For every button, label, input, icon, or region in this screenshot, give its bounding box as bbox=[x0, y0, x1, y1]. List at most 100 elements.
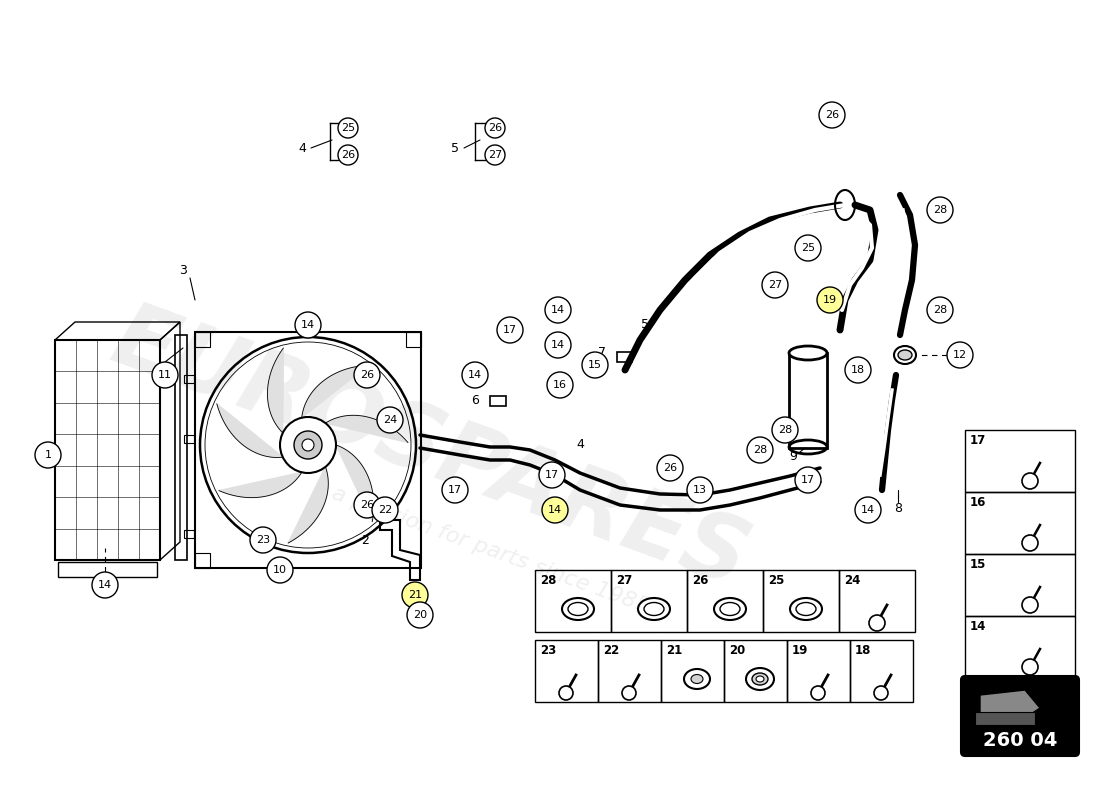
Circle shape bbox=[354, 362, 379, 388]
Ellipse shape bbox=[720, 602, 740, 615]
Text: 14: 14 bbox=[98, 580, 112, 590]
Circle shape bbox=[442, 477, 468, 503]
Circle shape bbox=[544, 297, 571, 323]
Circle shape bbox=[874, 686, 888, 700]
Text: 14: 14 bbox=[551, 305, 565, 315]
Ellipse shape bbox=[898, 350, 912, 360]
Circle shape bbox=[372, 497, 398, 523]
Circle shape bbox=[559, 686, 573, 700]
Circle shape bbox=[152, 362, 178, 388]
Text: 26: 26 bbox=[341, 150, 355, 160]
Circle shape bbox=[1022, 659, 1038, 675]
Text: 4: 4 bbox=[576, 438, 584, 450]
Circle shape bbox=[485, 118, 505, 138]
Bar bbox=[661, 640, 724, 702]
Circle shape bbox=[302, 439, 313, 451]
Text: 18: 18 bbox=[851, 365, 865, 375]
Bar bbox=[598, 640, 661, 702]
Circle shape bbox=[820, 102, 845, 128]
Ellipse shape bbox=[638, 598, 670, 620]
Text: 14: 14 bbox=[970, 619, 987, 633]
Text: 17: 17 bbox=[448, 485, 462, 495]
Polygon shape bbox=[219, 472, 301, 498]
Circle shape bbox=[621, 686, 636, 700]
Text: 260 04: 260 04 bbox=[982, 730, 1057, 750]
Text: 23: 23 bbox=[256, 535, 271, 545]
Bar bbox=[195, 553, 210, 568]
Ellipse shape bbox=[746, 668, 774, 690]
Text: 21: 21 bbox=[408, 590, 422, 600]
Text: 22: 22 bbox=[378, 505, 392, 515]
Text: 25: 25 bbox=[341, 123, 355, 133]
Bar bbox=[184, 375, 194, 383]
Ellipse shape bbox=[789, 346, 827, 360]
Circle shape bbox=[539, 462, 565, 488]
Bar bbox=[58, 562, 157, 577]
Text: a passion for parts since 1985: a passion for parts since 1985 bbox=[329, 483, 651, 617]
Text: 14: 14 bbox=[861, 505, 876, 515]
Circle shape bbox=[338, 118, 358, 138]
Text: 26: 26 bbox=[825, 110, 839, 120]
Text: 28: 28 bbox=[933, 205, 947, 215]
Bar bbox=[965, 430, 1075, 492]
Ellipse shape bbox=[752, 673, 768, 685]
Circle shape bbox=[267, 557, 293, 583]
Text: 28: 28 bbox=[778, 425, 792, 435]
Text: 27: 27 bbox=[768, 280, 782, 290]
Circle shape bbox=[497, 317, 522, 343]
FancyBboxPatch shape bbox=[961, 676, 1079, 756]
Circle shape bbox=[947, 342, 974, 368]
Text: 24: 24 bbox=[844, 574, 860, 586]
Text: 2: 2 bbox=[361, 534, 368, 546]
Circle shape bbox=[811, 686, 825, 700]
Bar bbox=[195, 332, 210, 347]
Circle shape bbox=[869, 615, 886, 631]
Circle shape bbox=[250, 527, 276, 553]
Text: 14: 14 bbox=[301, 320, 315, 330]
Bar bbox=[786, 640, 850, 702]
Polygon shape bbox=[288, 467, 328, 543]
Circle shape bbox=[544, 332, 571, 358]
Text: 12: 12 bbox=[953, 350, 967, 360]
Text: 26: 26 bbox=[663, 463, 678, 473]
Text: 17: 17 bbox=[503, 325, 517, 335]
Text: 22: 22 bbox=[603, 643, 619, 657]
Bar bbox=[789, 353, 827, 448]
Ellipse shape bbox=[684, 669, 710, 689]
Circle shape bbox=[542, 497, 568, 523]
Circle shape bbox=[485, 145, 505, 165]
Circle shape bbox=[92, 572, 118, 598]
Bar bbox=[965, 616, 1075, 678]
Circle shape bbox=[657, 455, 683, 481]
Circle shape bbox=[280, 417, 336, 473]
Circle shape bbox=[338, 145, 358, 165]
Text: 8: 8 bbox=[894, 502, 902, 514]
Bar bbox=[610, 570, 688, 632]
Circle shape bbox=[295, 312, 321, 338]
Text: 13: 13 bbox=[693, 485, 707, 495]
Text: 26: 26 bbox=[488, 123, 502, 133]
Ellipse shape bbox=[756, 676, 764, 682]
Circle shape bbox=[927, 197, 953, 223]
Text: 14: 14 bbox=[468, 370, 482, 380]
Text: 24: 24 bbox=[383, 415, 397, 425]
Bar bbox=[184, 530, 194, 538]
Bar bbox=[724, 640, 786, 702]
Text: 19: 19 bbox=[823, 295, 837, 305]
Bar bbox=[965, 554, 1075, 616]
Bar bbox=[688, 570, 763, 632]
Text: 28: 28 bbox=[752, 445, 767, 455]
Circle shape bbox=[845, 357, 871, 383]
Text: 3: 3 bbox=[179, 263, 187, 277]
Polygon shape bbox=[975, 712, 1035, 725]
Text: 10: 10 bbox=[273, 565, 287, 575]
Text: 18: 18 bbox=[855, 643, 871, 657]
Circle shape bbox=[1022, 535, 1038, 551]
Ellipse shape bbox=[691, 674, 703, 683]
Text: 25: 25 bbox=[768, 574, 784, 586]
Circle shape bbox=[747, 437, 773, 463]
Text: 26: 26 bbox=[360, 370, 374, 380]
Bar bbox=[763, 570, 839, 632]
Text: 9: 9 bbox=[789, 450, 796, 463]
Bar bbox=[406, 332, 421, 347]
